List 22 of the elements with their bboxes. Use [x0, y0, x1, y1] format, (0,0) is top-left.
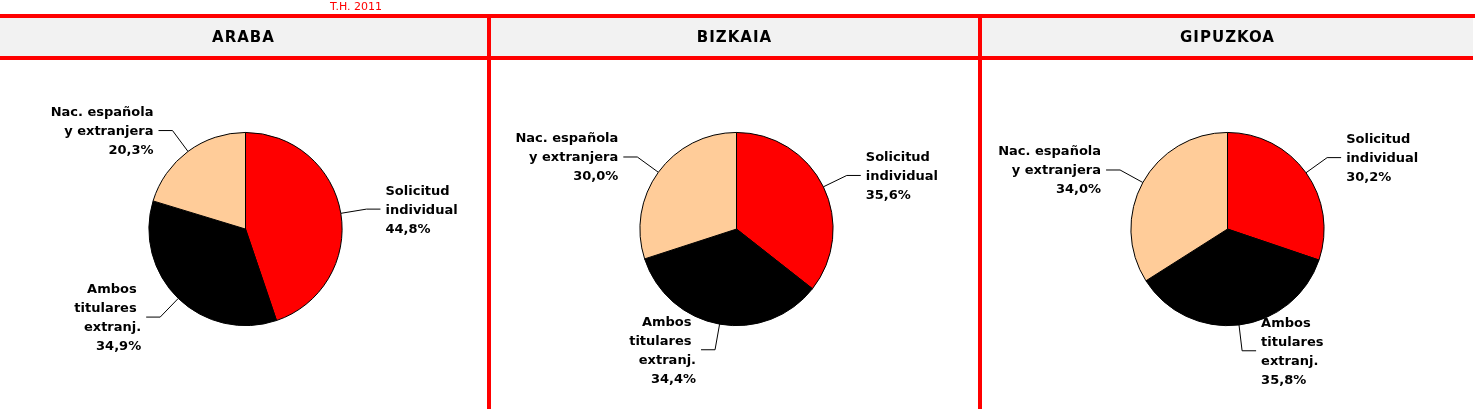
slice-label: Nac. española y extranjera	[515, 130, 619, 165]
data-label: 44,8%	[385, 220, 431, 236]
text: T.H. 2011	[330, 0, 382, 14]
data-label: 20,3%	[108, 142, 154, 158]
data-label: 30,2%	[1346, 169, 1392, 185]
chart-title: ARABA	[0, 18, 487, 60]
data-label: 34,4%	[650, 370, 697, 386]
data-label: 35,8%	[1261, 371, 1307, 387]
chart-title: GIPUZKOA	[982, 18, 1473, 60]
chart-title: BIZKAIA	[491, 18, 978, 60]
slice-label: Solicitud individual	[385, 182, 458, 217]
slice-label: Solicitud individual	[865, 148, 938, 183]
data-label: 34,9%	[96, 338, 142, 354]
slice-label: Nac. española y extranjera	[50, 104, 154, 139]
slice-label: Ambos titulares extranj.	[629, 313, 697, 367]
slice-label: Solicitud individual	[1346, 131, 1419, 166]
data-label: 34,0%	[1055, 181, 1102, 197]
slice-label: Ambos titulares extranj.	[74, 281, 142, 335]
data-label: 35,6%	[865, 186, 911, 202]
slice-label: Nac. española y extranjera	[998, 143, 1102, 178]
data-label: 30,0%	[573, 168, 619, 184]
slice-label: Ambos titulares extranj.	[1261, 314, 1328, 368]
